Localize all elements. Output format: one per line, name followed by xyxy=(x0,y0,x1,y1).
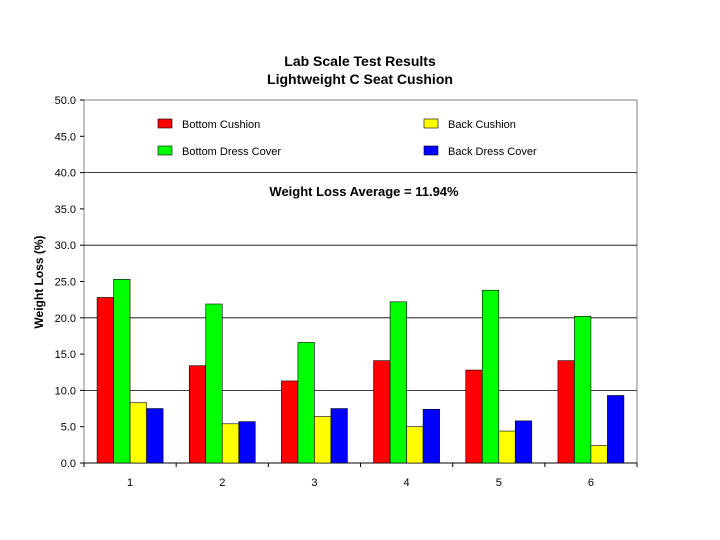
weight-loss-average-annotation: Weight Loss Average = 11.94% xyxy=(269,184,459,199)
bar-back-cushion xyxy=(406,426,424,464)
y-axis-label: Weight Loss (%) xyxy=(32,235,46,328)
legend-swatch xyxy=(423,145,439,156)
legend-swatch xyxy=(157,118,173,129)
bar-bottom-dress-cover xyxy=(205,303,223,464)
legend-label: Back Cushion xyxy=(448,119,516,131)
bar-back-cushion xyxy=(590,445,608,464)
x-tick-label: 5 xyxy=(496,477,502,489)
bar-back-dress-cover xyxy=(514,420,533,464)
legend-label: Bottom Cushion xyxy=(182,119,260,131)
bar-bottom-cushion xyxy=(281,380,299,464)
y-tick-label: 30.0 xyxy=(55,240,76,252)
bar-back-dress-cover xyxy=(330,408,348,464)
bar-bottom-cushion xyxy=(188,365,207,464)
bar-back-cushion xyxy=(221,423,240,464)
plot-frame xyxy=(83,99,638,464)
y-tick-label: 50.0 xyxy=(55,95,76,107)
bar-bottom-cushion xyxy=(96,297,114,464)
y-tick-label: 10.0 xyxy=(55,385,76,397)
y-tick-label: 15.0 xyxy=(55,349,76,361)
y-tick-label: 35.0 xyxy=(55,204,76,216)
bar-bottom-dress-cover xyxy=(389,301,407,464)
bar-back-dress-cover xyxy=(146,408,164,464)
y-tick-label: 40.0 xyxy=(55,168,76,180)
bar-bottom-dress-cover xyxy=(481,289,500,464)
plot-area: 0.0 5.0 10.0 15.0 20.0 25.0 30.0 35.0 40.0 45.0 50… xyxy=(55,95,638,489)
bar-bottom-cushion xyxy=(373,360,391,464)
y-tick-label: 20.0 xyxy=(55,313,76,325)
bar-back-cushion xyxy=(314,416,332,464)
y-tick-label: 5.0 xyxy=(61,422,76,434)
y-tick-label: 0.0 xyxy=(61,458,76,470)
bar-back-dress-cover xyxy=(422,408,440,464)
legend-swatch xyxy=(423,118,439,129)
bar-bottom-cushion xyxy=(465,369,483,464)
chart-title-line-1: Lab Scale Test Results xyxy=(284,53,436,69)
legend-label: Back Dress Cover xyxy=(448,146,537,158)
x-tick-label: 3 xyxy=(311,477,317,489)
x-tick-label: 1 xyxy=(127,477,133,489)
x-tick-label: 6 xyxy=(588,477,594,489)
bar-bottom-dress-cover xyxy=(113,279,131,464)
bar-bottom-dress-cover xyxy=(574,316,592,464)
x-tick-label: 4 xyxy=(404,477,410,489)
x-tick-label: 2 xyxy=(219,477,225,489)
bar-back-cushion xyxy=(129,402,147,464)
bar-bottom-dress-cover xyxy=(297,342,315,464)
bar-bottom-cushion xyxy=(557,360,575,464)
chart-title-line-2: Lightweight C Seat Cushion xyxy=(267,71,453,87)
legend-label: Bottom Dress Cover xyxy=(182,146,281,158)
legend-swatch xyxy=(157,145,173,156)
y-tick-label: 25.0 xyxy=(55,277,76,289)
bar-back-cushion xyxy=(498,430,516,464)
bar-back-dress-cover xyxy=(238,421,256,464)
y-tick-label: 45.0 xyxy=(55,131,76,143)
bar-back-dress-cover xyxy=(607,395,625,464)
